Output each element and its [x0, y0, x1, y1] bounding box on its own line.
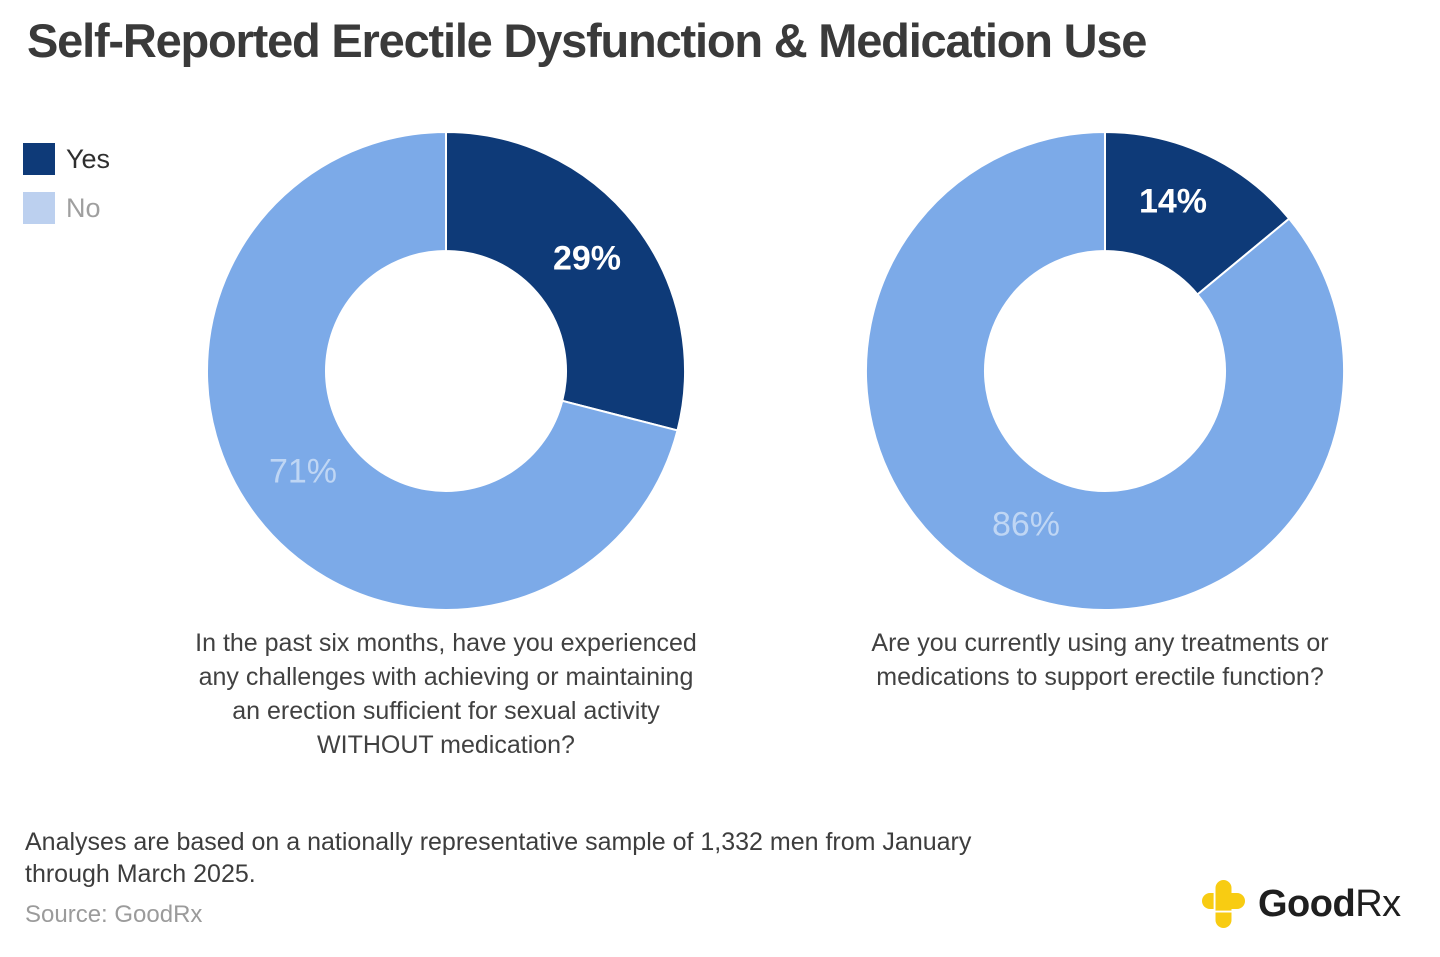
donut-chart-ed-challenges: 29% 71%: [205, 130, 687, 612]
slice-label-yes-29: 29%: [552, 239, 622, 278]
donut-slice-no: [865, 131, 1345, 611]
donut-chart-medication-use: 14% 86%: [864, 130, 1346, 612]
caption-line: In the past six months, have you experie…: [195, 629, 697, 657]
goodrx-cross-icon: [1202, 880, 1245, 928]
methodology-note: Analyses are based on a nationally repre…: [25, 826, 971, 890]
goodrx-logo: GoodRx: [1202, 880, 1401, 928]
legend-label-yes: Yes: [66, 144, 111, 174]
caption-line: Are you currently using any treatments o…: [871, 629, 1329, 657]
chart-caption-medication-use: Are you currently using any treatments o…: [790, 626, 1410, 694]
caption-line: WITHOUT medication?: [317, 731, 575, 759]
legend-swatch-yes: [23, 143, 55, 175]
slice-label-no-86: 86%: [991, 505, 1061, 544]
goodrx-wordmark: GoodRx: [1258, 882, 1401, 925]
donut-slice-yes: [1104, 131, 1291, 296]
legend-swatch-no: [23, 192, 55, 224]
slice-label-no-71: 71%: [268, 452, 338, 491]
legend: Yes No: [23, 143, 110, 224]
donut-slice-no: [206, 131, 679, 611]
page-title: Self-Reported Erectile Dysfunction & Med…: [27, 14, 1147, 67]
chart-caption-ed-challenges: In the past six months, have you experie…: [116, 626, 776, 762]
donut-slice-yes: [445, 131, 686, 432]
methodology-note-line: through March 2025.: [25, 860, 256, 888]
legend-item-yes: Yes: [23, 143, 110, 175]
donut-svg-medication-use: [865, 131, 1345, 611]
donut-svg-ed-challenges: [206, 131, 686, 611]
caption-line: an erection sufficient for sexual activi…: [232, 697, 660, 725]
caption-line: any challenges with achieving or maintai…: [198, 663, 694, 691]
methodology-note-line: Analyses are based on a nationally repre…: [25, 828, 972, 856]
legend-item-no: No: [23, 192, 110, 224]
legend-label-no: No: [66, 193, 101, 223]
caption-line: medications to support erectile function…: [876, 663, 1324, 691]
slice-label-yes-14: 14%: [1138, 182, 1208, 221]
source-attribution: Source: GoodRx: [25, 901, 203, 928]
